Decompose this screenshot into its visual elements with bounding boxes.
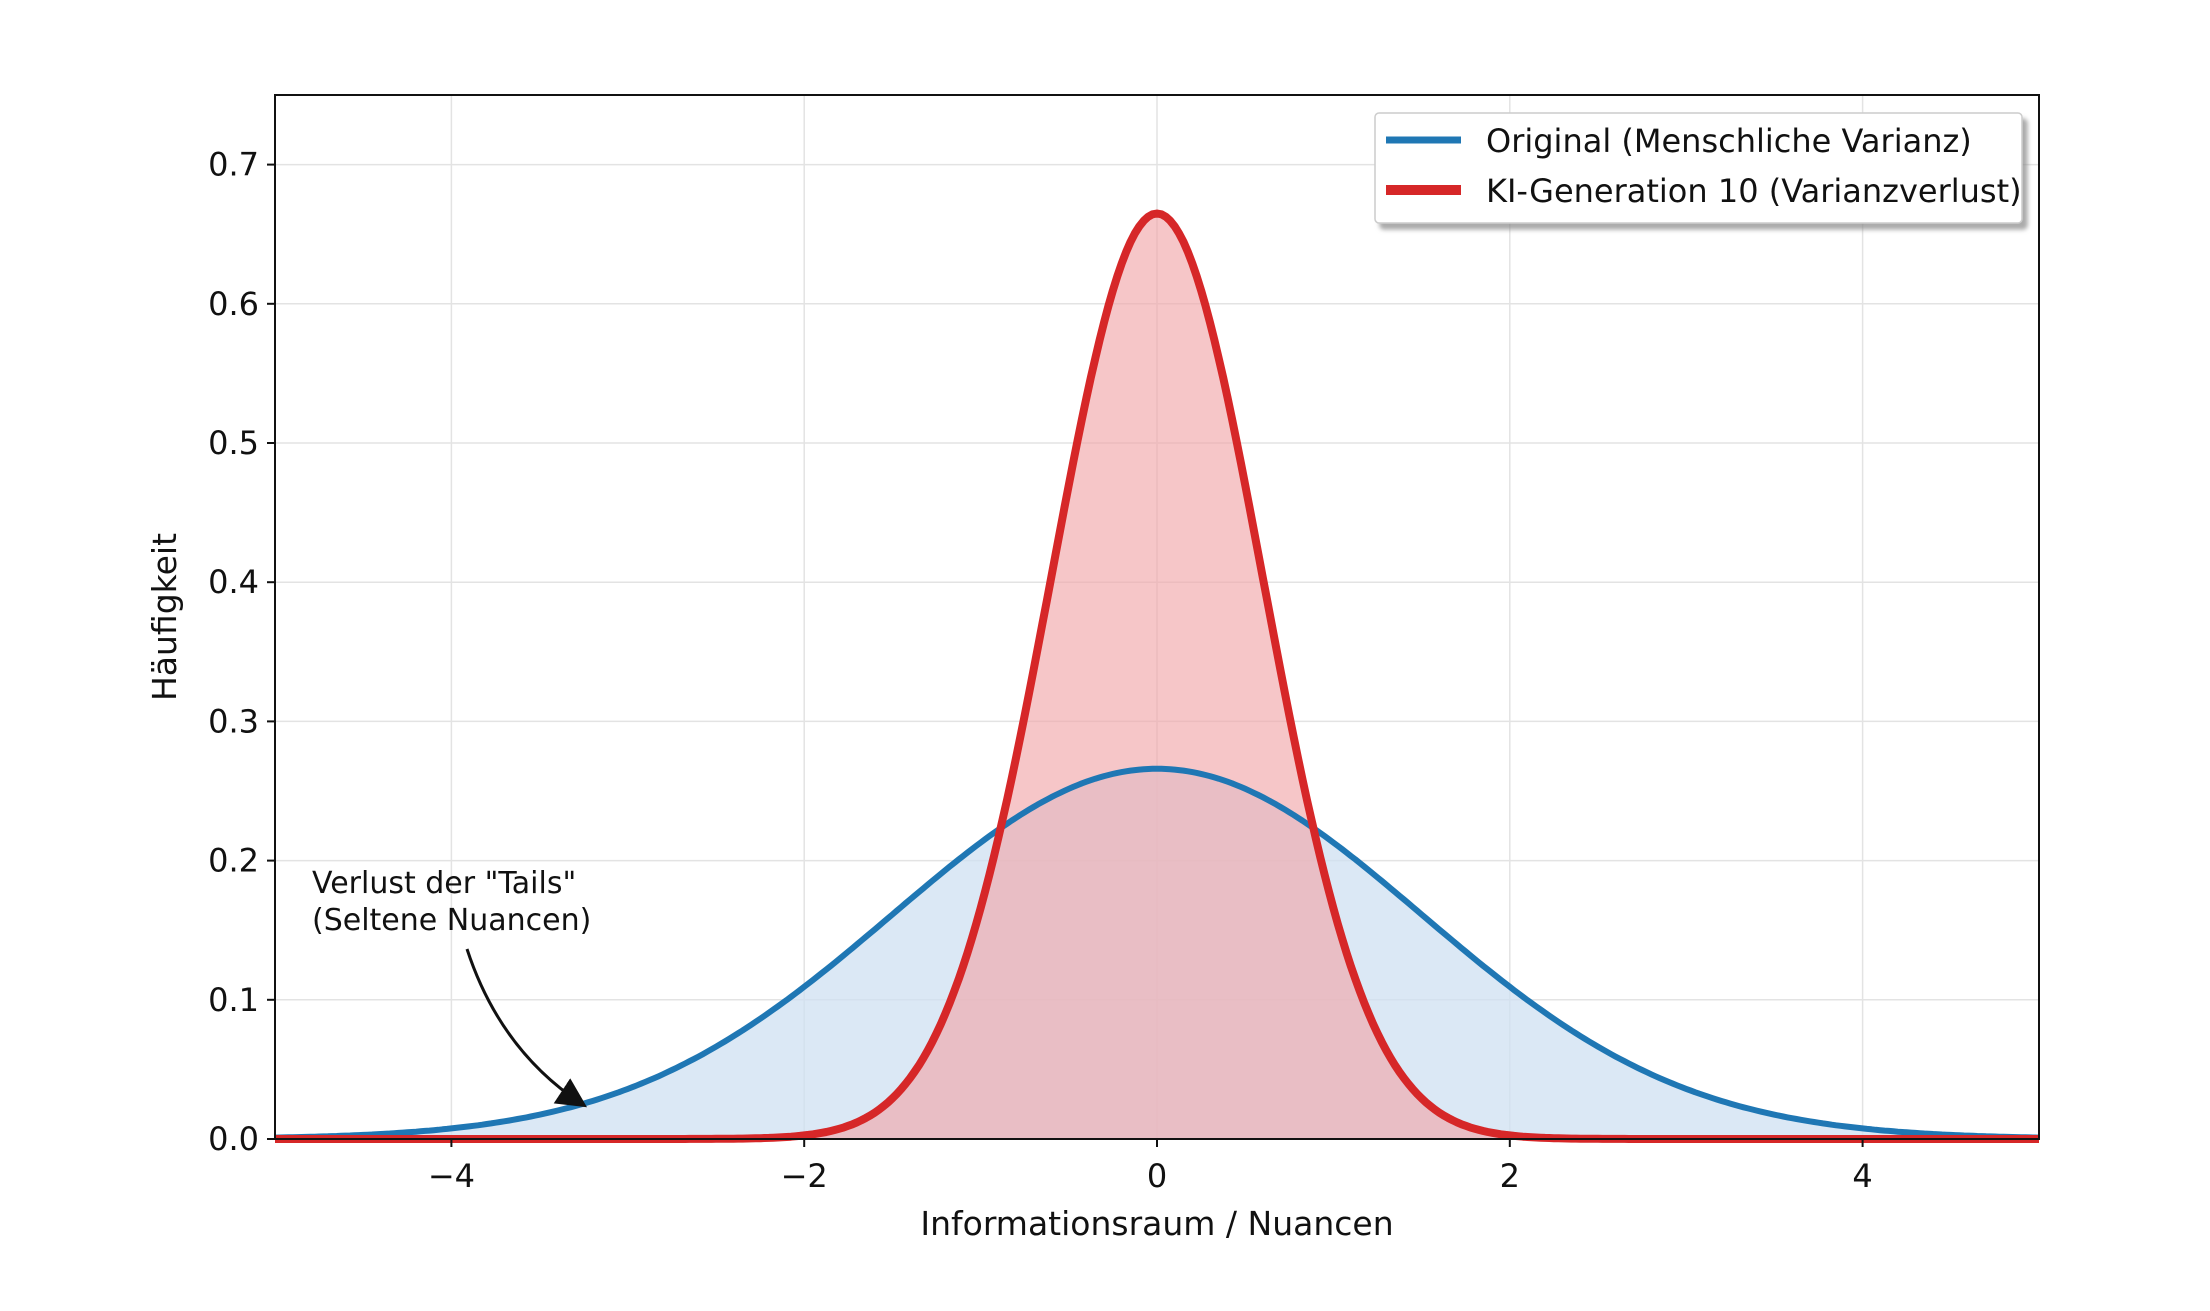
annotation-line-1: Verlust der "Tails" [312,866,576,901]
y-tick-label: 0.3 [208,702,259,740]
x-tick-label: 0 [1147,1157,1167,1195]
area-fill-ki-generation [275,213,2039,1139]
x-axis-label: Informationsraum / Nuancen [920,1204,1393,1243]
y-tick-label: 0.4 [208,563,259,601]
x-tick-label: −2 [781,1157,828,1195]
series-line-original [274,765,2040,1141]
y-tick-label: 0.1 [208,981,259,1019]
annotation-line-2: (Seltene Nuancen) [312,903,591,938]
x-tick-label: 2 [1500,1157,1520,1195]
axis-ticks: −4 −2 0 2 4 0.0 0.1 0.2 0.3 0.4 0.5 0.6 0.7 [208,146,1873,1195]
y-tick-label: 0.7 [208,146,259,184]
y-tick-label: 0.5 [208,424,259,462]
area-fills [275,213,2039,1139]
annotation: Verlust der "Tails" (Seltene Nuancen) [312,866,591,1108]
legend: Original (Menschliche Varianz) KI-Genera… [1374,112,2023,224]
y-tick-label: 0.2 [208,842,259,880]
y-tick-label: 0.0 [208,1120,259,1158]
legend-label-original: Original (Menschliche Varianz) [1486,122,1972,160]
y-axis-label: Häufigkeit [145,533,184,701]
x-tick-label: −4 [428,1157,475,1195]
x-tick-label: 4 [1852,1157,1872,1195]
legend-label-ki-generation: KI-Generation 10 (Varianzverlust) [1486,172,2022,210]
y-tick-label: 0.6 [208,285,259,323]
legend-box [1374,112,2023,224]
annotation-arrow [465,948,588,1108]
